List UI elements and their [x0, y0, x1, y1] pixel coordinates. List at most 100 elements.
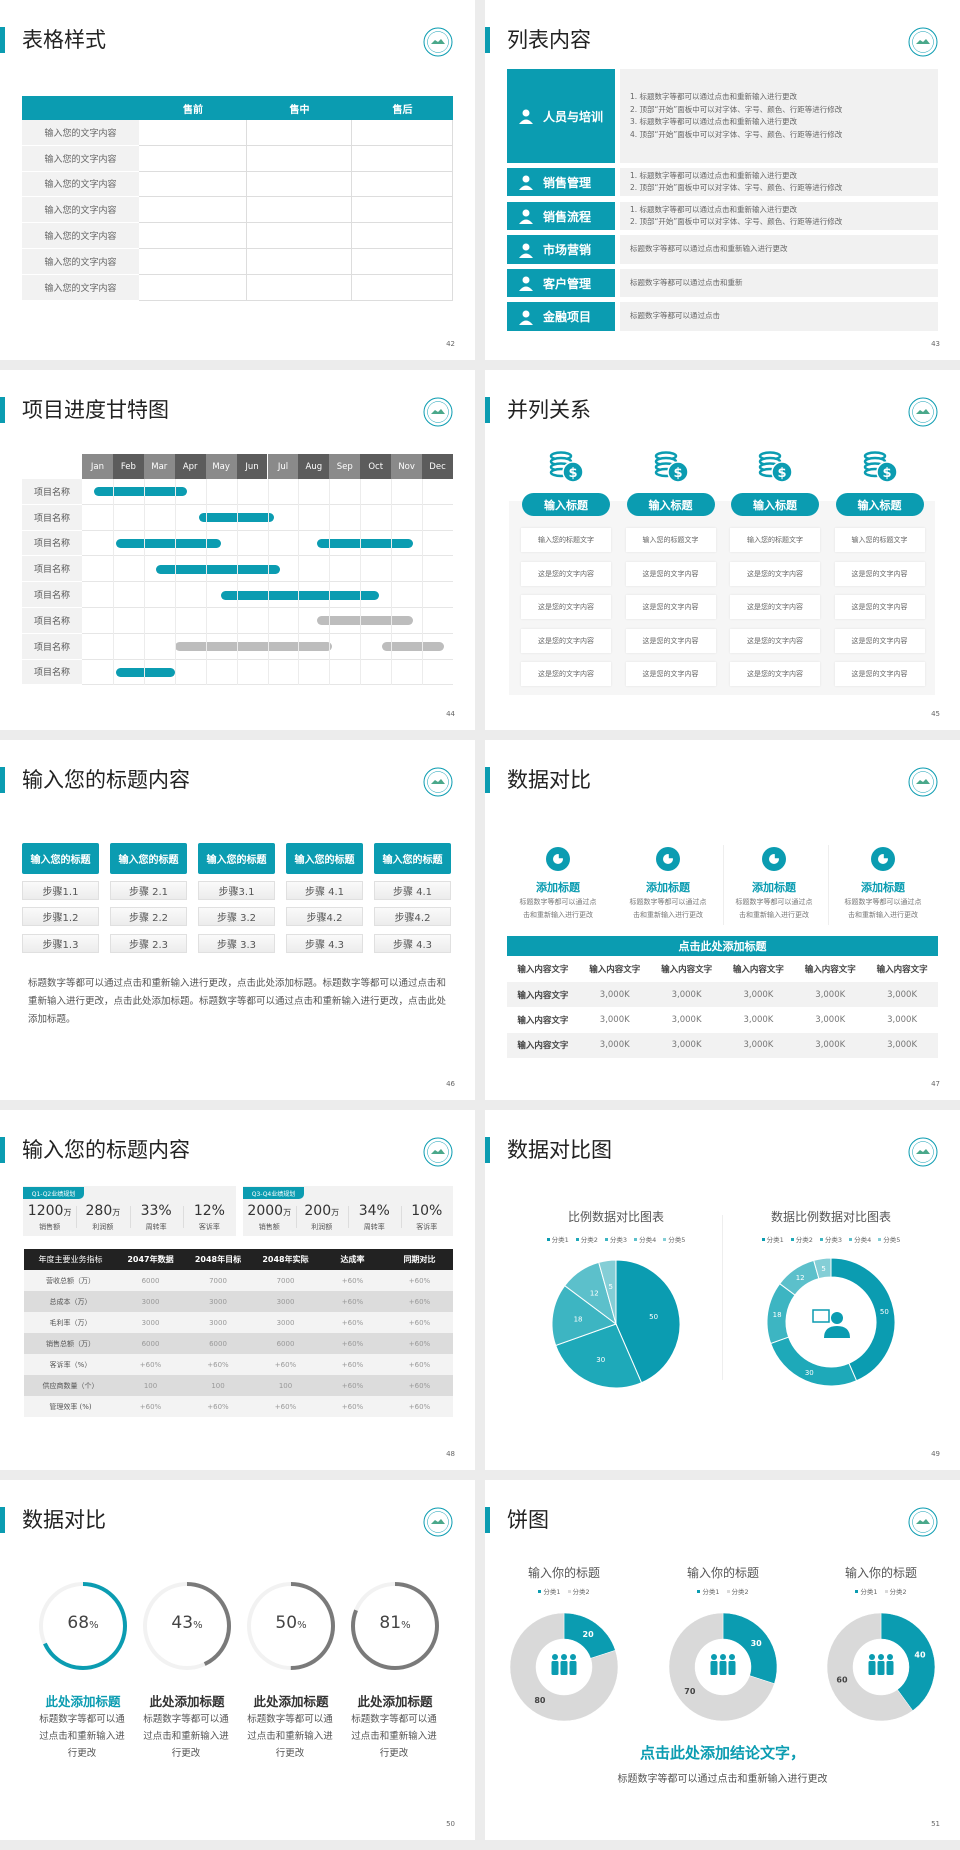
table-cell: 3000	[276, 1318, 295, 1327]
table-cell[interactable]	[352, 197, 453, 224]
progress-ring	[351, 1582, 439, 1670]
step-column-heading[interactable]: 输入您的标题	[374, 843, 451, 874]
table-cell[interactable]	[139, 274, 247, 301]
gantt-bar[interactable]	[94, 487, 188, 497]
step-box[interactable]: 步骤1.2	[22, 907, 99, 927]
gantt-bar[interactable]	[174, 642, 333, 652]
table-cell: +60%	[408, 1381, 431, 1390]
gantt-bar[interactable]	[316, 539, 413, 548]
step-box[interactable]: 步骤 2.2	[110, 907, 187, 927]
table-cell[interactable]	[139, 171, 247, 198]
table-cell[interactable]	[139, 120, 247, 146]
column-cell[interactable]: 这是您的文字内容	[834, 662, 925, 686]
legend-label: 分类5	[668, 1236, 686, 1244]
table-cell[interactable]	[352, 171, 453, 198]
column-cell[interactable]: 这是您的文字内容	[625, 628, 716, 653]
gantt-bar[interactable]	[316, 616, 413, 626]
step-column-heading[interactable]: 输入您的标题	[22, 843, 99, 874]
list-item-6[interactable]: 金融项目	[507, 302, 615, 331]
column-cell[interactable]: 这是您的文字内容	[521, 595, 611, 619]
table-cell[interactable]	[139, 249, 247, 275]
column-cell[interactable]: 输入您的标题文字	[834, 528, 925, 552]
table-cell: 6000	[209, 1339, 227, 1348]
table-cell[interactable]	[352, 249, 453, 275]
table-cell[interactable]	[247, 120, 352, 146]
step-box[interactable]: 步骤 2.1	[110, 881, 187, 900]
step-box[interactable]: 步骤 4.1	[374, 881, 451, 900]
column-cell[interactable]: 这是您的文字内容	[521, 561, 611, 586]
table-row-label: 输入您的文字内容	[22, 274, 139, 301]
step-box[interactable]: 步骤 4.3	[286, 933, 363, 953]
table-cell: +60%	[341, 1381, 364, 1390]
table-cell[interactable]	[352, 223, 453, 249]
column-cell[interactable]: 输入您的标题文字	[521, 528, 611, 552]
list-item-label: 销售流程	[543, 209, 592, 224]
gantt-bar[interactable]	[381, 642, 444, 652]
table-cell[interactable]	[247, 249, 352, 275]
description-line: 标题数字等都可以通过点击和重新输入进行更改	[630, 244, 788, 254]
table-cell[interactable]	[352, 120, 453, 146]
table-cell[interactable]	[247, 223, 352, 249]
step-box[interactable]: 步骤 4.3	[374, 933, 451, 953]
list-item-label: 市场营销	[543, 243, 592, 257]
column-cell[interactable]: 这是您的文字内容	[625, 595, 716, 619]
table-cell[interactable]	[247, 274, 352, 301]
step-box[interactable]: 步骤1.1	[22, 881, 99, 900]
title-accent-bar	[485, 27, 490, 53]
table-cell[interactable]	[247, 197, 352, 224]
table-cell[interactable]	[139, 197, 247, 224]
list-item-3[interactable]: 销售流程	[507, 202, 615, 230]
list-item-5[interactable]: 客户管理	[507, 269, 615, 297]
table-row	[24, 1375, 453, 1396]
column-heading-pill[interactable]: 输入标题	[835, 493, 924, 516]
table-cell[interactable]	[247, 145, 352, 172]
gantt-bar[interactable]	[116, 539, 222, 548]
column-cell[interactable]: 这是您的文字内容	[834, 595, 925, 619]
column-heading-pill[interactable]: 输入标题	[731, 493, 819, 516]
step-box[interactable]: 步骤3.1	[198, 881, 275, 900]
list-item-2[interactable]: 销售管理	[507, 168, 615, 196]
legend-label: 分类1	[543, 1588, 561, 1596]
column-cell[interactable]: 输入您的标题文字	[730, 528, 820, 552]
gantt-bar[interactable]	[199, 513, 274, 523]
step-box[interactable]: 步骤4.2	[286, 907, 363, 927]
column-cell[interactable]: 这是您的文字内容	[834, 628, 925, 653]
column-cell[interactable]: 输入您的标题文字	[625, 528, 716, 552]
column-cell[interactable]: 这是您的文字内容	[521, 628, 611, 653]
column-cell[interactable]: 这是您的文字内容	[730, 561, 820, 586]
step-box[interactable]: 步骤 3.3	[198, 933, 275, 953]
step-column-heading[interactable]: 输入您的标题	[198, 843, 275, 874]
table-cell: 3,000K	[887, 1014, 918, 1025]
gantt-bar[interactable]	[221, 590, 379, 600]
list-item-1[interactable]: 人员与培训	[507, 69, 615, 163]
column-cell[interactable]: 这是您的文字内容	[625, 662, 716, 686]
column-heading-pill[interactable]: 输入标题	[626, 493, 715, 516]
column-cell[interactable]: 这是您的文字内容	[730, 595, 820, 619]
column-cell[interactable]: 这是您的文字内容	[625, 561, 716, 586]
column-cell[interactable]: 这是您的文字内容	[730, 662, 820, 686]
table-cell[interactable]	[139, 145, 247, 172]
step-column-heading[interactable]: 输入您的标题	[110, 843, 187, 874]
gantt-bar[interactable]	[116, 668, 175, 677]
gantt-bar[interactable]	[156, 564, 280, 574]
column-cell[interactable]: 这是您的文字内容	[521, 662, 611, 686]
step-box[interactable]: 步骤 4.1	[286, 881, 363, 900]
column-cell[interactable]: 这是您的文字内容	[834, 561, 925, 586]
table-cell[interactable]	[352, 274, 453, 301]
customer-service-icon	[812, 1309, 850, 1338]
step-box[interactable]: 步骤4.2	[374, 907, 451, 927]
gantt-month-header: Jul	[267, 454, 299, 479]
table-cell[interactable]	[139, 223, 247, 249]
step-box[interactable]: 步骤1.3	[22, 933, 99, 953]
table-cell: 3000	[209, 1297, 227, 1306]
column-cell[interactable]: 这是您的文字内容	[730, 628, 820, 653]
logo-mountain	[431, 779, 445, 784]
table-cell[interactable]	[247, 171, 352, 198]
percent-value: 81	[379, 1613, 402, 1633]
step-box[interactable]: 步骤 2.3	[110, 933, 187, 953]
column-heading-pill[interactable]: 输入标题	[522, 493, 610, 516]
step-box[interactable]: 步骤 3.2	[198, 907, 275, 927]
table-cell[interactable]	[352, 145, 453, 172]
step-column-heading[interactable]: 输入您的标题	[286, 843, 363, 874]
list-item-4[interactable]: 市场营销	[507, 235, 615, 264]
